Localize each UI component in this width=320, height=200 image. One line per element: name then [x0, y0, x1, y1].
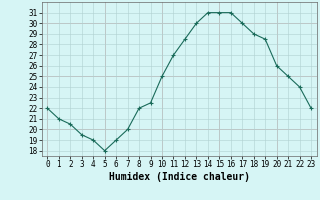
X-axis label: Humidex (Indice chaleur): Humidex (Indice chaleur): [109, 172, 250, 182]
